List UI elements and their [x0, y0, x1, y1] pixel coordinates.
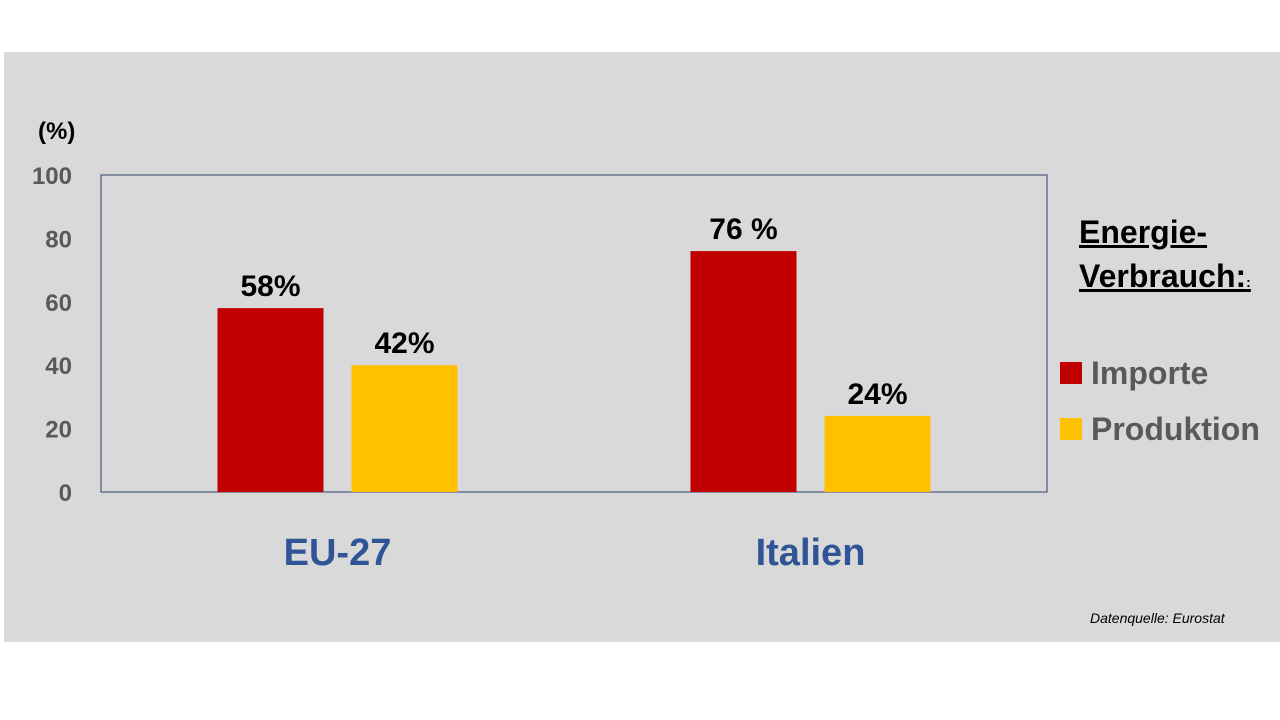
data-source-note: Datenquelle: Eurostat [1090, 610, 1225, 626]
chart-background [4, 52, 1280, 642]
legend-item-importe: Importe [1060, 354, 1209, 391]
bar-importe-italien [690, 251, 797, 492]
bar-produktion-italien [824, 415, 931, 492]
legend-label-importe: Importe [1091, 354, 1209, 391]
data-label-importe-eu-27: 58% [240, 270, 300, 303]
legend-title-line2: Verbrauch:: [1079, 260, 1251, 292]
y-tick-label-0: 0 [59, 480, 72, 507]
y-tick-label-1: 20 [45, 417, 72, 444]
y-tick-label-3: 60 [45, 290, 72, 317]
x-category-label-0: EU-27 [284, 532, 392, 574]
legend-title-line1: Energie- [1079, 214, 1208, 250]
data-label-produktion-italien: 24% [847, 378, 907, 411]
legend-title-word: Verbrauch: [1079, 258, 1247, 294]
y-unit-label: (%) [38, 118, 75, 145]
y-tick-label-2: 40 [45, 353, 72, 380]
bar-produktion-eu-27 [351, 365, 458, 492]
legend-swatch-importe [1060, 362, 1082, 384]
data-label-produktion-eu-27: 42% [374, 327, 434, 360]
legend-title-suffix: : [1246, 274, 1251, 290]
y-tick-label-4: 80 [45, 226, 72, 253]
plot-area [100, 174, 1048, 493]
bar-importe-eu-27 [217, 308, 324, 492]
legend-swatch-produktion [1060, 418, 1082, 440]
legend-label-produktion: Produktion [1091, 410, 1260, 447]
data-label-importe-italien: 76 % [709, 213, 777, 246]
x-category-label-1: Italien [756, 532, 866, 574]
y-tick-label-5: 100 [32, 163, 72, 190]
legend-item-produktion: Produktion [1060, 410, 1260, 447]
